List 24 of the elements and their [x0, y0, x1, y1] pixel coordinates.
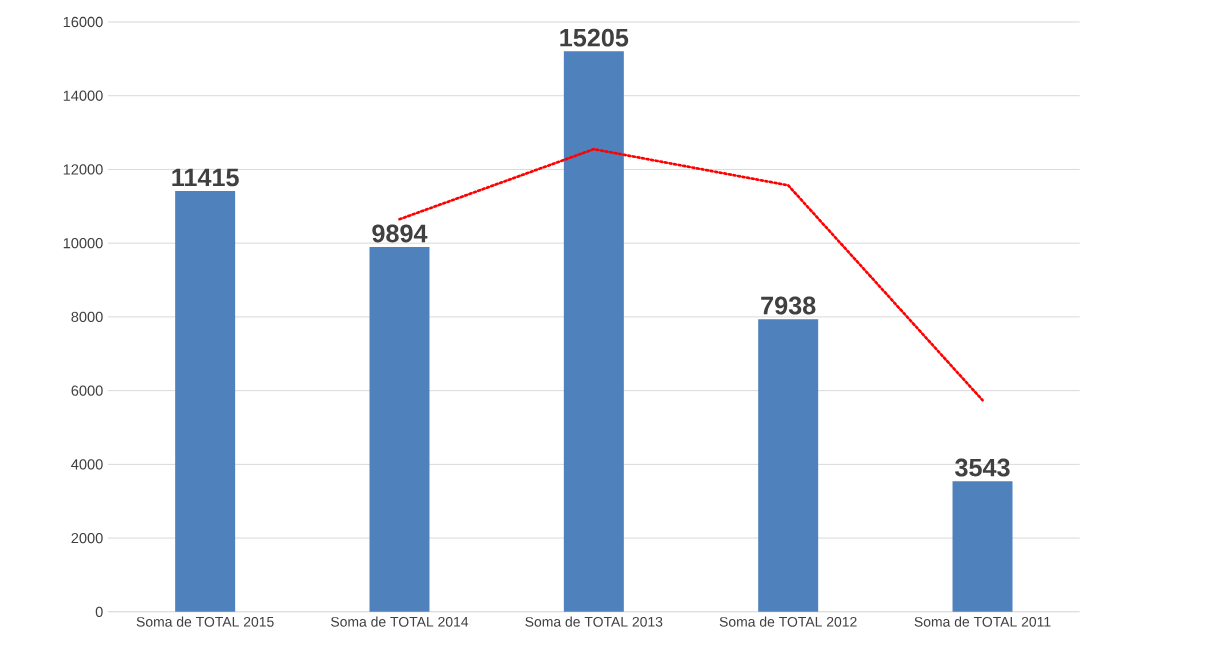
bar — [175, 190, 236, 612]
data-label: 11415 — [172, 168, 239, 187]
data-label: 7938 — [761, 296, 816, 315]
y-tick-label: 10000 — [63, 237, 103, 249]
data-label: 9894 — [372, 224, 428, 243]
x-tick-label: Soma de TOTAL 2011 — [914, 616, 1051, 627]
bar — [369, 246, 430, 612]
bar — [952, 480, 1013, 612]
x-tick-label: Soma de TOTAL 2012 — [719, 616, 857, 627]
x-tick-label: Soma de TOTAL 2014 — [331, 616, 469, 627]
y-tick-label: 12000 — [63, 164, 103, 175]
y-tick-label: 8000 — [71, 311, 103, 322]
bar — [758, 318, 819, 612]
data-label: 15205 — [560, 28, 629, 47]
data-label: 3543 — [955, 458, 1010, 477]
x-tick-label: Soma de TOTAL 2015 — [136, 616, 274, 627]
y-tick-label: 0 — [95, 606, 103, 617]
y-tick-label: 14000 — [63, 90, 103, 101]
y-tick-label: 2000 — [71, 532, 103, 544]
x-tick-label: Soma de TOTAL 2013 — [525, 616, 663, 627]
y-tick-label: 6000 — [71, 385, 103, 396]
bar — [563, 51, 624, 612]
y-tick-label: 4000 — [71, 458, 103, 470]
y-tick-label: 16000 — [63, 16, 103, 27]
